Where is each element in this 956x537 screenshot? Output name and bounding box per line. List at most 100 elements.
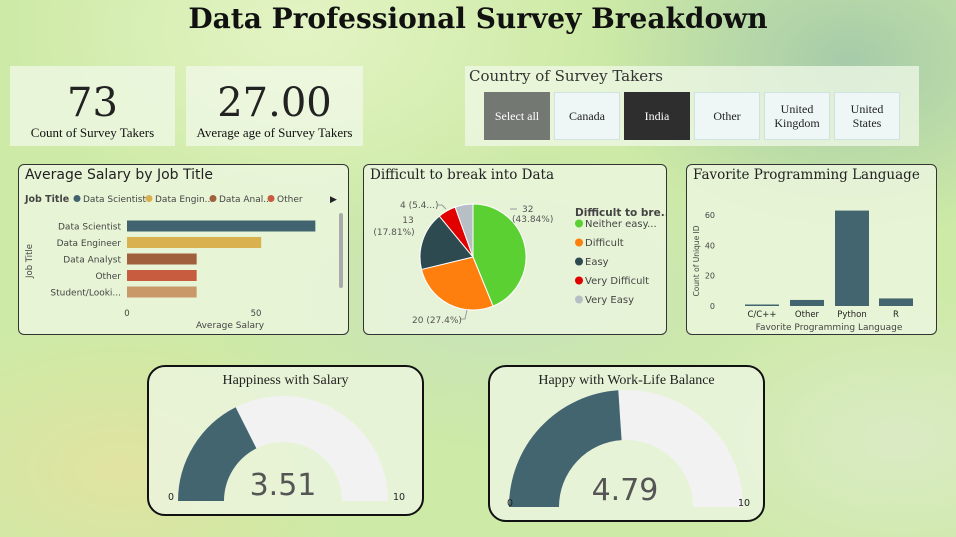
pie-data-label: 32 xyxy=(522,205,533,215)
gauge-worklife-fill xyxy=(509,390,623,508)
pie-legend-item[interactable]: Easy xyxy=(585,257,609,268)
pie-legend-item[interactable]: Difficult xyxy=(585,238,624,249)
salary-chart-title: Average Salary by Job Title xyxy=(25,167,214,183)
pie-data-label: (17.81%) xyxy=(373,228,414,238)
pie-legend-marker xyxy=(575,238,583,247)
salary-bar[interactable] xyxy=(127,253,197,265)
salary-chart-panel: Average Salary by Job Title Job Title Da… xyxy=(18,164,349,335)
pie-slice[interactable] xyxy=(419,215,474,271)
slicer-uk-button[interactable]: United Kingdom xyxy=(764,92,830,140)
pie-slice[interactable] xyxy=(454,203,474,258)
slicer-us-button[interactable]: United States xyxy=(834,92,900,140)
gauge-worklife-max: 10 xyxy=(738,498,750,509)
salary-legend-marker xyxy=(267,195,275,202)
kpi-card-count: 73 Count of Survey Takers xyxy=(10,66,175,146)
salary-legend-item[interactable]: Other xyxy=(277,195,303,205)
gauge-worklife-svg: 4.79 0 10 xyxy=(507,390,750,509)
salary-category-label: Data Scientist xyxy=(58,223,121,233)
salary-bar[interactable] xyxy=(127,220,316,232)
salary-bar[interactable] xyxy=(127,270,197,281)
salary-xtick-0: 0 xyxy=(124,309,129,319)
difficulty-chart-svg: Difficult to bre... Neither easy... Diffi… xyxy=(373,201,667,326)
gauge-worklife-min: 0 xyxy=(507,498,513,509)
pie-data-label: 4 (5.4...) xyxy=(400,201,439,211)
page-title: Data Professional Survey Breakdown xyxy=(188,2,768,35)
language-bar[interactable] xyxy=(835,210,869,306)
slicer-other-button[interactable]: Other xyxy=(694,92,760,140)
pie-legend-marker xyxy=(575,219,583,228)
salary-bar[interactable] xyxy=(127,237,262,248)
pie-data-label: (43.84%) xyxy=(512,215,553,225)
pie-leader-line xyxy=(461,309,468,320)
kpi-count-value: 73 xyxy=(67,80,118,126)
language-bar[interactable] xyxy=(790,299,824,306)
gauge-worklife: Happy with Work-Life Balance 4.79 0 10 xyxy=(488,365,765,522)
country-slicer: Country of Survey Takers Select all Cana… xyxy=(465,66,919,146)
slicer-india-button[interactable]: India xyxy=(624,92,690,140)
pie-data-label: 13 xyxy=(402,216,413,226)
gauge-salary-happiness: Happiness with Salary 3.51 0 10 xyxy=(147,365,424,516)
salary-legend-marker xyxy=(209,195,217,202)
language-category-label: R xyxy=(893,310,899,320)
language-category-label: Python xyxy=(837,310,866,320)
salary-legend-marker xyxy=(73,195,81,202)
pie-legend-marker xyxy=(575,276,583,285)
language-x-axis-label: Favorite Programming Language xyxy=(756,323,903,333)
salary-y-axis-label: Job Title xyxy=(25,244,35,279)
language-chart-title: Favorite Programming Language xyxy=(693,167,920,183)
gauge-salary-value: 3.51 xyxy=(250,468,317,503)
legend-scroll-arrow-icon[interactable]: ▶ xyxy=(330,195,337,205)
salary-category-label: Student/Looki... xyxy=(50,289,121,299)
language-y-axis-label: Count of Unique ID xyxy=(692,225,701,296)
language-ytick: 40 xyxy=(705,241,715,250)
pie-legend-item[interactable]: Very Difficult xyxy=(585,276,649,287)
gauge-worklife-value: 4.79 xyxy=(592,473,659,508)
difficulty-chart-panel: Difficult to break into Data Difficult t… xyxy=(363,164,667,335)
language-chart-svg: Count of Unique ID 0 20 40 60 C/C++ Other Pyth… xyxy=(692,210,913,333)
pie-legend-item[interactable]: Neither easy... xyxy=(585,219,657,230)
salary-category-label: Other xyxy=(95,272,121,282)
salary-scrollbar[interactable] xyxy=(339,213,343,288)
pie-slice[interactable] xyxy=(420,256,494,311)
salary-xtick-1: 50 xyxy=(251,309,262,319)
language-category-label: Other xyxy=(795,310,820,320)
language-bar[interactable] xyxy=(745,304,779,306)
pie-legend-item[interactable]: Very Easy xyxy=(585,295,634,306)
salary-legend-title: Job Title xyxy=(24,194,69,205)
salary-legend-item[interactable]: Data Engin... xyxy=(155,195,213,205)
salary-chart-svg: Job Title Data Scientist Data Engin... Dat… xyxy=(24,194,343,331)
pie-leader-line xyxy=(437,204,447,210)
difficulty-chart-title: Difficult to break into Data xyxy=(370,167,554,183)
gauge-salary-title: Happiness with Salary xyxy=(222,373,349,388)
pie-legend-title: Difficult to bre... xyxy=(575,207,667,219)
kpi-card-age: 27.00 Average age of Survey Takers xyxy=(186,66,363,146)
pie-legend-marker xyxy=(575,257,583,266)
language-ytick: 0 xyxy=(710,302,715,311)
slicer-title: Country of Survey Takers xyxy=(469,67,663,85)
kpi-count-label: Count of Survey Takers xyxy=(30,125,155,140)
language-category-label: C/C++ xyxy=(748,310,777,320)
language-ytick: 60 xyxy=(705,211,715,220)
pie-slice[interactable] xyxy=(472,203,527,307)
language-ytick: 20 xyxy=(705,272,715,281)
salary-legend-marker xyxy=(145,195,153,202)
salary-category-label: Data Engineer xyxy=(57,239,122,249)
gauge-salary-max: 10 xyxy=(393,492,405,503)
gauge-salary-min: 0 xyxy=(168,492,174,503)
salary-legend-item[interactable]: Data Scientist xyxy=(83,195,146,205)
gauge-salary-fill xyxy=(178,407,258,502)
language-chart-panel: Favorite Programming Language Count of U… xyxy=(686,164,937,335)
pie-data-label: 20 (27.4%) xyxy=(412,316,462,326)
salary-category-label: Data Analyst xyxy=(63,256,121,266)
pie-legend-marker xyxy=(575,295,583,304)
gauge-salary-svg: 3.51 0 10 xyxy=(168,396,405,503)
gauge-worklife-title: Happy with Work-Life Balance xyxy=(538,373,715,388)
salary-legend-item[interactable]: Data Anal... xyxy=(219,195,272,205)
kpi-age-value: 27.00 xyxy=(217,80,332,126)
slicer-canada-button[interactable]: Canada xyxy=(554,92,620,140)
salary-x-axis-label: Average Salary xyxy=(196,321,265,331)
salary-bar[interactable] xyxy=(127,286,197,298)
slicer-select-all-button[interactable]: Select all xyxy=(484,92,550,140)
kpi-age-label: Average age of Survey Takers xyxy=(196,125,353,140)
language-bar[interactable] xyxy=(879,298,913,306)
